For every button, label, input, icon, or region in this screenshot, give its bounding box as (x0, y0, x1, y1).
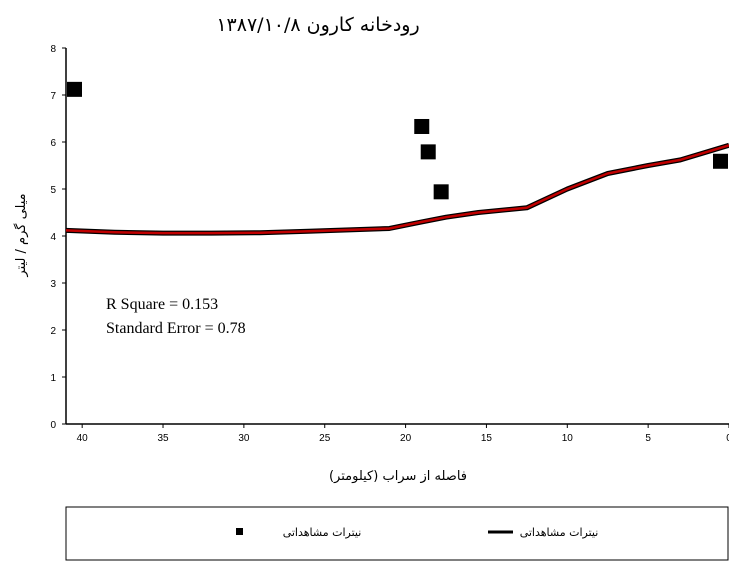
x-axis-label: فاصله از سراب (کیلومتر) (329, 469, 467, 484)
standard-error-annotation: Standard Error = 0.78 (106, 320, 246, 337)
y-tick-label: 1 (50, 373, 56, 384)
x-tick-label: 0 (726, 433, 729, 444)
observed-point (433, 184, 449, 200)
plot-area: 0 1 2 3 4 5 6 7 8 40 35 30 25 20 15 10 5 0 (50, 44, 729, 444)
model-line (65, 144, 729, 235)
x-tick-label: 25 (319, 433, 331, 444)
x-tick-label: 10 (562, 433, 574, 444)
legend-square-marker (236, 528, 243, 535)
x-tick-label: 40 (77, 433, 89, 444)
y-tick-label: 4 (50, 232, 56, 243)
model-line-outline (65, 142, 729, 236)
r-square-annotation: R Square = 0.153 (106, 296, 218, 313)
observed-point (414, 118, 430, 134)
observed-point (67, 81, 82, 97)
chart-title: رودخانه کارون ۱۳۸۷/۱۰/۸ (216, 14, 419, 36)
x-tick-label: 15 (481, 433, 493, 444)
x-tick-label: 30 (238, 433, 250, 444)
legend-box (65, 506, 729, 561)
y-axis-label: میلی گرم / لیتر (13, 193, 29, 277)
y-tick-label: 3 (50, 279, 56, 290)
x-axis-ticks: 40 35 30 25 20 15 10 5 0 (77, 424, 729, 444)
legend-label-scatter: نیترات مشاهداتی (283, 526, 362, 539)
observed-point (713, 153, 728, 169)
observed-point (420, 144, 436, 160)
y-tick-label: 5 (50, 185, 56, 196)
x-tick-label: 5 (645, 433, 651, 444)
y-tick-label: 2 (50, 326, 56, 337)
x-tick-label: 35 (157, 433, 169, 444)
y-axis-ticks: 0 1 2 3 4 5 6 7 8 (50, 44, 66, 431)
y-tick-label: 7 (50, 91, 56, 102)
x-tick-label: 20 (400, 433, 412, 444)
y-tick-label: 6 (50, 138, 56, 149)
legend-label-line: نیترات مشاهداتی (520, 526, 599, 539)
y-tick-label: 0 (50, 420, 56, 431)
legend: نیترات مشاهداتی نیترات مشاهداتی (65, 506, 729, 561)
y-tick-label: 8 (50, 44, 56, 55)
series-layer (65, 81, 729, 236)
